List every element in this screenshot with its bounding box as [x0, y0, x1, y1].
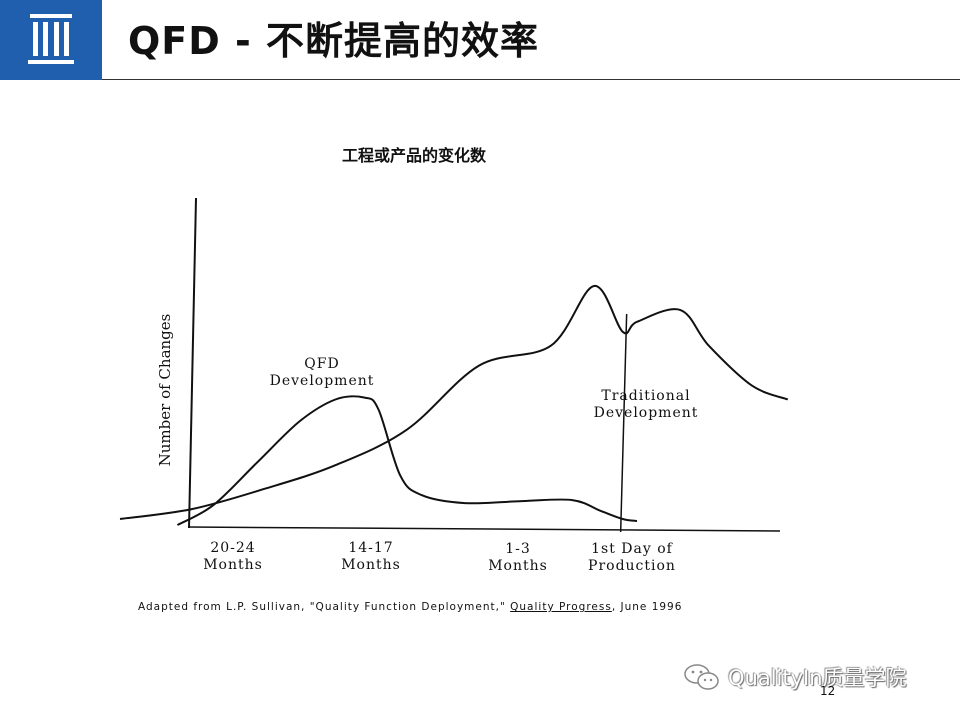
wechat-icon	[684, 664, 719, 690]
x-tick-label-4: 1st Day of Production	[588, 541, 676, 574]
building-logo-icon	[28, 14, 74, 64]
series-label-qfd: QFD Development	[269, 356, 375, 389]
series-label-traditional: Traditional Development	[593, 388, 699, 421]
y-axis	[188, 197, 197, 529]
series-line-traditional	[119, 285, 789, 520]
x-tick-label-3: 1-3 Months	[488, 541, 548, 574]
source-note: Adapted from L.P. Sullivan, "Quality Fun…	[138, 601, 683, 613]
header-divider	[102, 79, 960, 80]
x-axis	[187, 526, 781, 532]
series-line-qfd	[176, 395, 638, 526]
page-title: QFD - 不断提高的效率	[128, 19, 540, 63]
watermark: QualityIn质量学院	[682, 662, 907, 692]
x-tick-label-1: 20-24 Months	[203, 540, 263, 573]
chart-title: 工程或产品的变化数	[342, 146, 487, 165]
page-number: 12	[820, 684, 836, 698]
x-tick-label-2: 14-17 Months	[341, 540, 401, 573]
logo	[0, 0, 102, 80]
watermark-text: QualityIn质量学院	[728, 666, 907, 690]
production-day-marker	[619, 313, 628, 533]
